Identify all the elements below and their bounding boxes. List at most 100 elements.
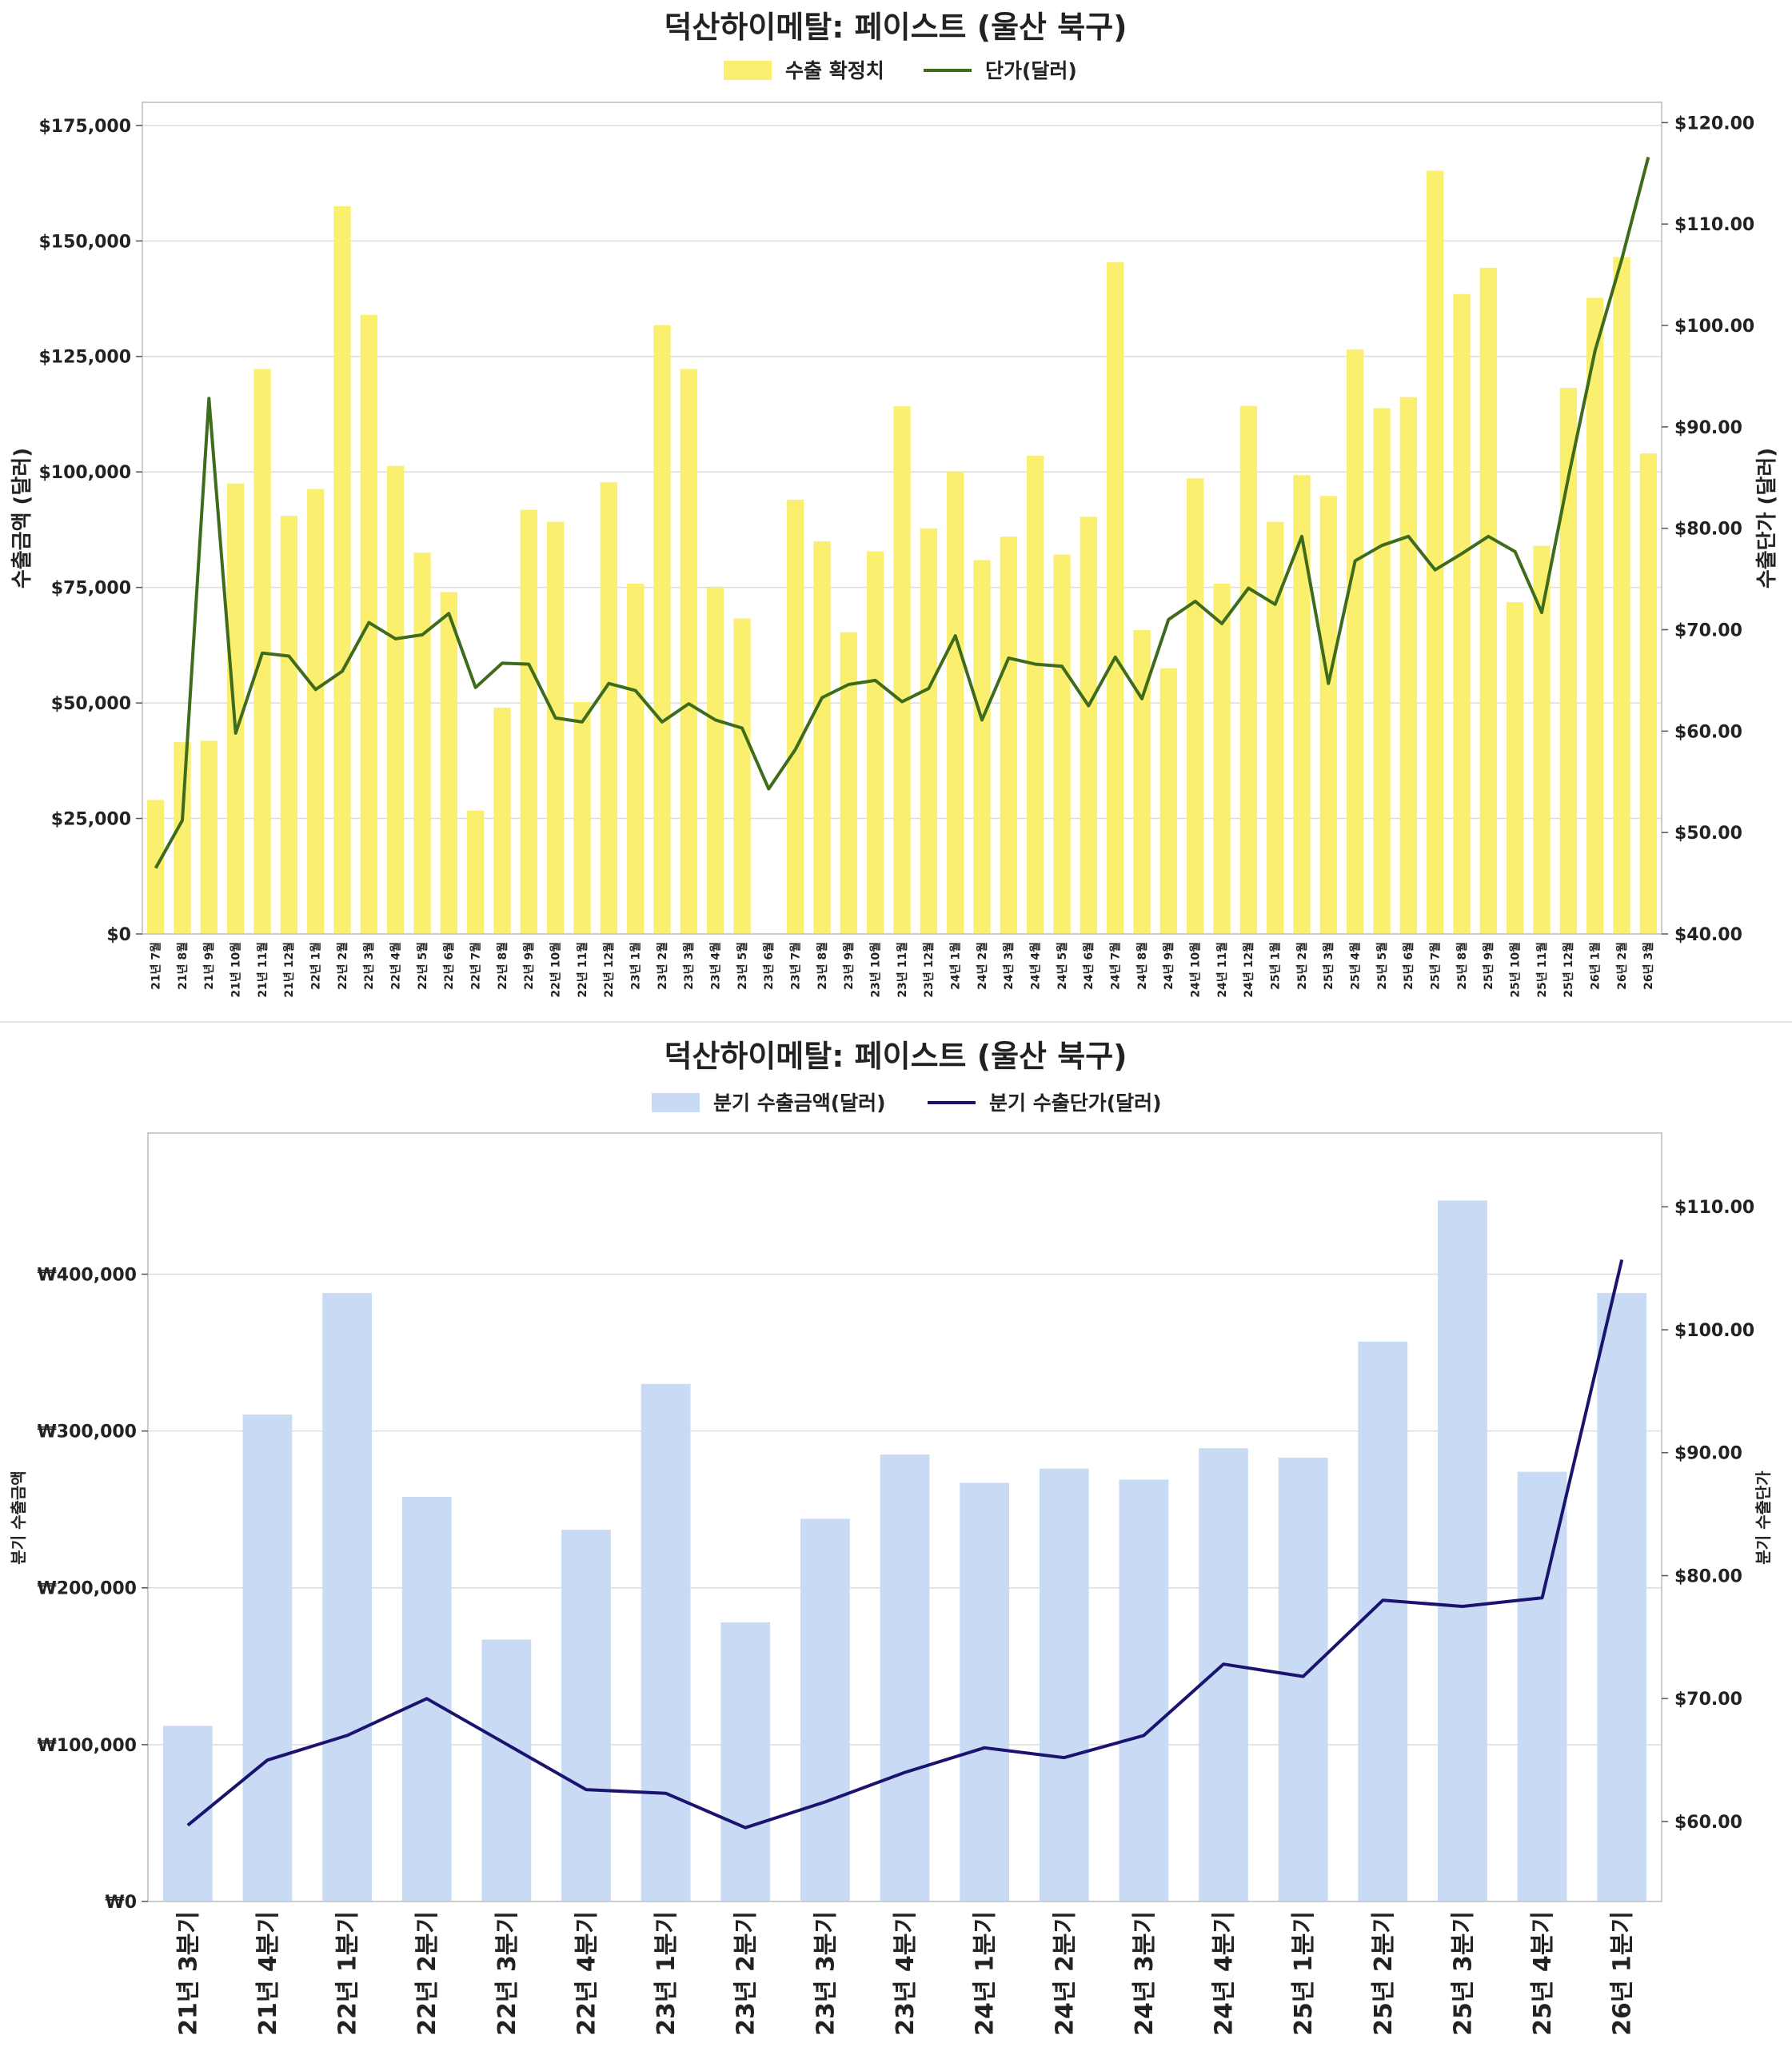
x-tick-label: 21년 11월 [256,942,269,998]
x-tick-label: 24년 5월 [1056,942,1069,990]
bar [227,483,245,934]
x-tick-label: 25년 3분기 [1449,1911,1477,2036]
bar [627,584,645,934]
bar [1107,261,1124,934]
x-tick-label: 23년 10월 [869,942,883,998]
bar [1597,1293,1647,1901]
bar [1399,397,1417,935]
x-tick-label: 25년 4분기 [1529,1911,1557,2036]
bar [1517,1471,1567,1901]
x-tick-label: 25년 8월 [1455,942,1469,990]
bar [867,551,884,934]
left-tick-label: ₩0 [105,1893,137,1913]
bar [641,1383,691,1901]
bar [733,618,751,934]
right-tick-label: $90.00 [1674,1444,1742,1464]
monthly-legend: 수출 확정치 단가(달러) [724,59,1077,82]
x-tick-label: 25년 7월 [1429,942,1443,990]
x-tick-label: 23년 2분기 [732,1911,760,2036]
x-tick-label: 22년 5월 [416,942,429,990]
bar [1159,668,1177,934]
bar [493,707,511,934]
x-tick-label: 25년 1월 [1269,942,1283,990]
x-tick-label: 23년 5월 [736,942,749,990]
bar [1533,545,1551,934]
bar [1427,170,1444,934]
x-tick-label: 25년 9월 [1482,942,1495,990]
monthly-right-axis-label: 수출단가 (달러) [1755,448,1779,589]
x-tick-label: 22년 12월 [602,942,616,998]
x-tick-label: 24년 4분기 [1211,1911,1239,2036]
bar [1187,478,1204,934]
bar [1586,297,1604,934]
monthly-chart: 덕산하이메탈: 페이스트 (울산 북구) 수출 확정치 단가(달러) $0 $25… [10,10,1779,998]
x-tick-label: 26년 1분기 [1609,1911,1637,2036]
quarterly-legend-bar-label: 분기 수출금액(달러) [713,1091,886,1115]
bar [280,516,297,934]
bar [242,1415,293,1901]
x-tick-label: 23년 7월 [789,942,803,990]
monthly-left-axis-label: 수출금액 (달러) [10,448,34,589]
left-tick-label: ₩400,000 [38,1265,137,1285]
bar [1453,293,1471,934]
bar [1053,554,1071,934]
x-tick-label: 22년 8월 [496,942,509,990]
x-tick-label: 24년 8월 [1135,942,1149,990]
right-tick-label: $60.00 [1674,1813,1742,1833]
bar [162,1726,213,1901]
x-tick-label: 21년 9월 [202,942,216,990]
bar [1039,1468,1089,1901]
x-tick-label: 25년 11월 [1535,942,1549,998]
x-tick-label: 24년 7월 [1109,942,1123,990]
bar [440,592,457,934]
x-tick-label: 25년 12월 [1562,942,1575,998]
x-tick-label: 24년 3월 [1002,942,1016,990]
bar [840,632,857,934]
x-tick-label: 23년 2월 [656,942,669,990]
monthly-legend-bar-label: 수출 확정치 [785,59,884,82]
right-tick-label: $110.00 [1674,215,1754,235]
right-tick-label: $120.00 [1674,114,1754,134]
bar [1239,405,1257,935]
x-tick-label: 24년 4월 [1029,942,1043,990]
x-tick-label: 25년 4월 [1349,942,1363,990]
right-tick-label: $90.00 [1674,418,1742,438]
left-tick-label: ₩100,000 [38,1736,137,1756]
bar [561,1530,611,1901]
bar [1133,629,1151,934]
x-tick-label: 22년 4월 [389,942,403,990]
monthly-plot-frame [142,102,1662,935]
bar [322,1293,372,1901]
bar [1213,584,1231,934]
x-tick-label: 23년 3월 [682,942,696,990]
x-tick-label: 26년 1월 [1589,942,1602,990]
bar [787,499,804,934]
x-tick-label: 26년 3월 [1642,942,1655,990]
quarterly-left-axis-ticks: ₩0 ₩100,000 ₩200,000 ₩300,000 ₩400,000 [38,1265,148,1913]
monthly-bars [147,170,1657,935]
x-tick-label: 24년 2분기 [1051,1911,1079,2036]
quarterly-legend: 분기 수출금액(달러) 분기 수출단가(달러) [652,1091,1162,1115]
x-tick-label: 25년 6월 [1402,942,1415,990]
x-tick-label: 21년 8월 [176,942,190,990]
left-tick-label: $0 [106,925,131,945]
bar [520,509,537,934]
bar [600,481,617,934]
quarterly-x-axis-ticks: 21년 3분기 21년 4분기 22년 1분기 22년 2분기 22년 3분기 22년 4… [174,1911,1636,2036]
bar [973,560,991,934]
bar [573,701,591,934]
left-tick-label: $100,000 [38,463,131,483]
x-tick-label: 22년 2월 [336,942,349,990]
bar [960,1482,1010,1901]
bar [1479,267,1497,934]
x-tick-label: 24년 10월 [1189,942,1203,998]
x-tick-label: 21년 4분기 [254,1911,282,2036]
bar [1639,453,1657,934]
x-tick-label: 23년 8월 [816,942,829,990]
x-tick-label: 23년 1월 [629,942,643,990]
x-tick-label: 21년 10월 [229,942,243,998]
bar [653,325,671,934]
x-tick-label: 24년 6월 [1082,942,1096,990]
